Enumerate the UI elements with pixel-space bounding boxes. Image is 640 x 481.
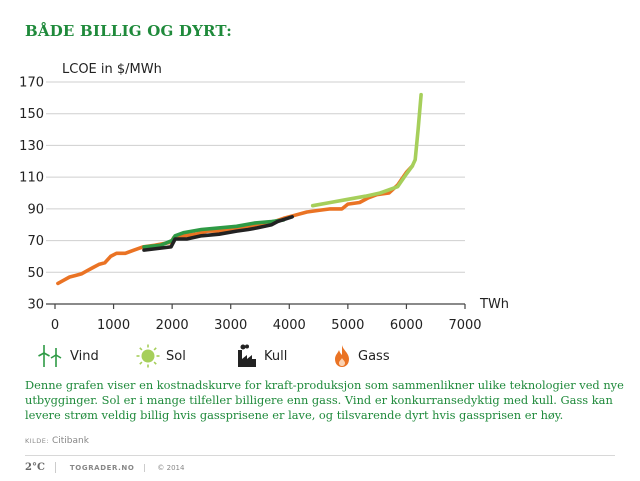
y-tick-label: 150 [19, 107, 44, 122]
source-label: KILDE: [25, 437, 50, 445]
y-tick-label: 110 [19, 171, 44, 186]
legend-item-vind: Vind [38, 344, 136, 368]
y-tick-label: 90 [27, 202, 44, 217]
legend-label: Sol [166, 348, 186, 364]
y-tick-label: 130 [19, 139, 44, 154]
site-name[interactable]: TOGRADER.NO [70, 463, 146, 472]
coal-factory-icon [238, 344, 256, 367]
chart-title: BÅDE BILLIG OG DYRT: [25, 22, 232, 40]
legend-label: Kull [264, 348, 288, 364]
series-line-kull [142, 215, 294, 252]
legend-item-kull: Kull [234, 344, 332, 368]
legend-item-gass: Gass [332, 344, 430, 368]
flame-icon [335, 345, 349, 367]
source-name: Citibank [51, 436, 89, 446]
copyright: © 2014 [157, 463, 185, 472]
y-tick-label: 30 [27, 298, 44, 313]
wind-turbine-icon [38, 345, 62, 367]
x-tick-label: 3000 [214, 318, 247, 333]
series-line-vind [142, 218, 286, 249]
x-tick-label: 2000 [156, 318, 189, 333]
x-tick-label: 1000 [97, 318, 130, 333]
y-tick-label: 70 [27, 234, 44, 249]
series-line-sol [310, 92, 423, 208]
y-tick-label: 50 [27, 266, 44, 281]
x-tick-label: 0 [51, 318, 59, 333]
logo: 2°C [25, 462, 56, 473]
caption-text: Denne grafen viser en kostnadskurve for … [25, 378, 624, 423]
source-line: KILDE: Citibank [25, 436, 89, 446]
legend-label: Vind [70, 348, 99, 364]
footer: 2°C TOGRADER.NO © 2014 [25, 462, 184, 473]
y-tick-label: 170 [19, 76, 44, 91]
series-line-gass [56, 164, 415, 286]
cost-curve-chart: 30 50 70 90 110 130 150 170 0 1000 2000 3000 4000 500… [19, 76, 509, 334]
x-tick-label: 7000 [448, 318, 481, 333]
legend: Vind Sol Kull Gass [38, 344, 430, 368]
footer-divider [25, 455, 615, 456]
x-axis-label: TWh [479, 297, 509, 312]
legend-label: Gass [358, 348, 390, 364]
sun-icon [136, 344, 160, 368]
x-tick-label: 4000 [273, 318, 306, 333]
legend-item-sol: Sol [136, 344, 234, 368]
x-tick-label: 6000 [390, 318, 423, 333]
y-axis-label: LCOE in $/MWh [62, 62, 162, 77]
x-tick-label: 5000 [331, 318, 364, 333]
